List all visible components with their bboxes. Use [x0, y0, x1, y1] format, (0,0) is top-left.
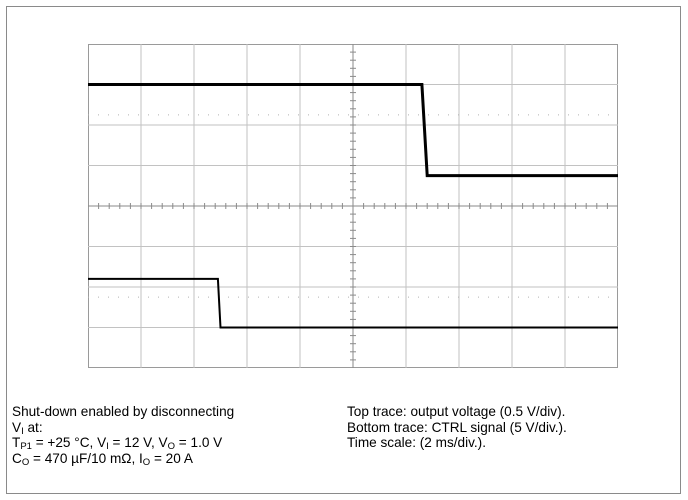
trace-output-voltage: [88, 83, 618, 178]
trace-ctrl-signal: [88, 277, 618, 329]
caption-conditions-line-4: CO = 470 µF/10 mΩ, IO = 20 A: [12, 450, 193, 468]
caption-conditions-line-2: VI at:: [12, 419, 43, 437]
caption-conditions-line-1: Shut-down enabled by disconnecting: [12, 404, 235, 419]
caption-conditions: Shut-down enabled by disconnecting VI at…: [12, 404, 235, 468]
caption-trace-info: Top trace: output voltage (0.5 V/div). B…: [347, 404, 567, 451]
caption-bottom-trace: Bottom trace: CTRL signal (5 V/div.).: [347, 419, 567, 435]
caption-top-trace: Top trace: output voltage (0.5 V/div).: [347, 404, 566, 419]
caption-conditions-line-3: TP1 = +25 °C, VI = 12 V, VO = 1.0 V: [12, 435, 223, 452]
oscilloscope-plot: [88, 44, 618, 368]
figure-frame: [6, 6, 681, 494]
caption-time-scale: Time scale: (2 ms/div.).: [347, 435, 486, 450]
